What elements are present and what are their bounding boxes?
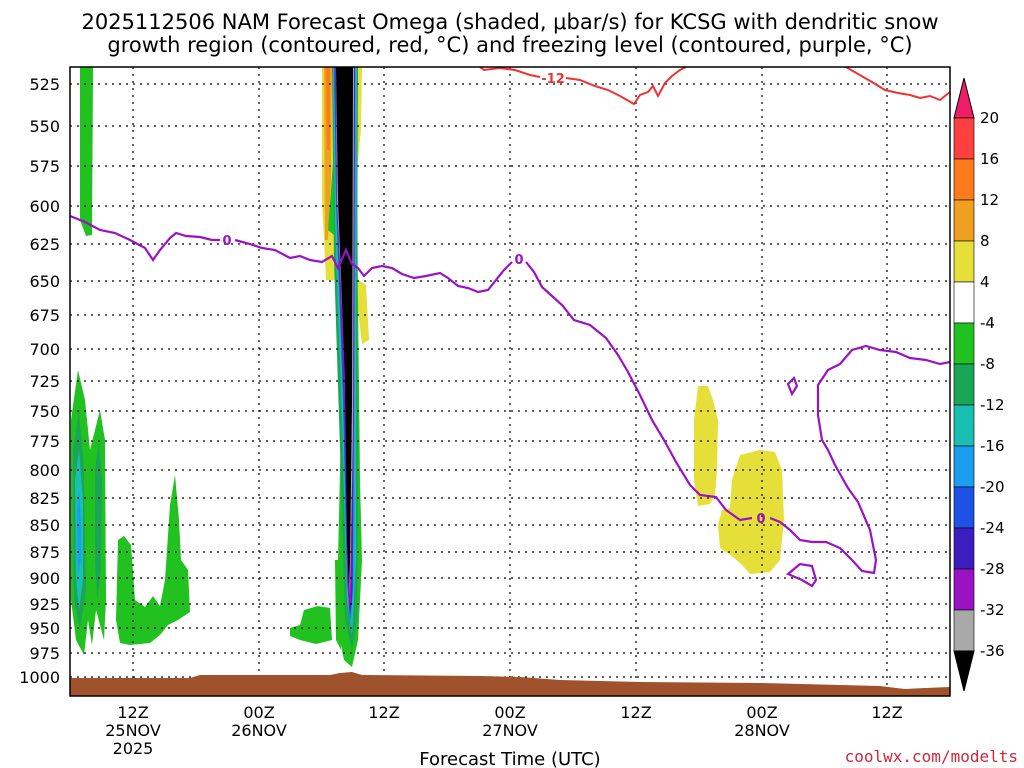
freezing-contour-label: 0 (514, 253, 523, 268)
x-tick-date: 27NOV (482, 721, 538, 740)
x-tick-label: 00Z (746, 703, 777, 722)
colorbar: 20 16 12 8 4 -4 -8 -12 -16 -20 -24 -28 -… (953, 77, 1005, 692)
omega-shading (71, 67, 784, 667)
y-tick-label: 975 (29, 644, 60, 663)
colorbar-segment (953, 199, 975, 242)
colorbar-label: -8 (980, 355, 995, 373)
terrain-fill (70, 672, 950, 696)
y-tick-label: 850 (29, 516, 60, 535)
freezing-level-contour (70, 214, 950, 575)
x-axis-title: Forecast Time (UTC) (419, 749, 600, 768)
colorbar-label: -20 (980, 478, 1005, 496)
y-axis-labels: 525 550 575 600 625 650 675 700 725 750 … (19, 75, 60, 687)
colorbar-segment (953, 158, 975, 201)
credit-link[interactable]: coolwx.com/modelts (845, 747, 1018, 766)
x-tick-label: 12Z (620, 703, 651, 722)
colorbar-segment (953, 404, 975, 447)
y-tick-label: 775 (29, 432, 60, 451)
x-tick-label: 00Z (494, 703, 525, 722)
x-axis-labels: 12Z 25NOV 2025 00Z 26NOV 12Z 00Z 27NOV 1… (105, 703, 902, 758)
y-tick-label: 550 (29, 117, 60, 136)
colorbar-segment (953, 609, 975, 652)
omega-region-yellow (718, 450, 784, 574)
colorbar-segment (953, 568, 975, 611)
colorbar-label: 20 (980, 109, 999, 127)
plot-area (70, 67, 950, 696)
y-tick-label: 650 (29, 272, 60, 291)
omega-region-teal (95, 440, 102, 600)
x-tick-label: 12Z (871, 703, 902, 722)
colorbar-label: -36 (980, 642, 1005, 660)
colorbar-label: -16 (980, 437, 1005, 455)
x-tick-date: 25NOV (105, 721, 161, 740)
y-tick-label: 700 (29, 340, 60, 359)
colorbar-label: 8 (980, 232, 990, 250)
omega-region-green (290, 606, 332, 644)
colorbar-top-arrow (953, 77, 975, 119)
colorbar-label: -12 (980, 396, 1005, 414)
x-tick-date: 28NOV (734, 721, 790, 740)
y-tick-label: 525 (29, 75, 60, 94)
colorbar-label: 12 (980, 191, 999, 209)
x-tick-label: 00Z (243, 703, 274, 722)
x-tick-label: 12Z (368, 703, 399, 722)
colorbar-segment (953, 322, 975, 365)
colorbar-segment (953, 445, 975, 488)
colorbar-label: 16 (980, 150, 999, 168)
omega-region-yellow (358, 280, 369, 344)
y-tick-label: 675 (29, 306, 60, 325)
colorbar-label: -32 (980, 601, 1005, 619)
colorbar-label: -24 (980, 519, 1005, 537)
y-tick-label: 1000 (19, 668, 60, 687)
x-tick-year: 2025 (113, 739, 154, 758)
freezing-contour-label: 0 (222, 234, 231, 249)
chart-title-line-1: 2025112506 NAM Forecast Omega (shaded, μ… (81, 10, 938, 34)
colorbar-label: -4 (980, 314, 995, 332)
freezing-contour-label: 0 (756, 512, 765, 527)
dendritic-contour-label: -12 (541, 72, 565, 87)
y-tick-label: 750 (29, 402, 60, 421)
colorbar-segment (953, 281, 975, 324)
y-tick-label: 575 (29, 157, 60, 176)
y-tick-label: 900 (29, 569, 60, 588)
y-tick-label: 950 (29, 619, 60, 638)
y-tick-label: 725 (29, 372, 60, 391)
omega-region-black (336, 67, 353, 590)
freezing-level-contour (785, 562, 818, 588)
colorbar-label: 4 (980, 273, 990, 291)
y-tick-label: 825 (29, 489, 60, 508)
y-tick-label: 600 (29, 197, 60, 216)
y-tick-label: 800 (29, 461, 60, 480)
y-tick-label: 625 (29, 235, 60, 254)
dendritic-growth-contour (479, 67, 950, 106)
colorbar-segment (953, 117, 975, 160)
freezing-level-contour (786, 376, 799, 397)
colorbar-label: -28 (980, 560, 1005, 578)
y-tick-label: 875 (29, 543, 60, 562)
omega-region-green (116, 475, 190, 645)
omega-region-yellow (694, 386, 718, 506)
y-tick-label: 925 (29, 595, 60, 614)
colorbar-segment (953, 240, 975, 283)
colorbar-segment (953, 363, 975, 406)
colorbar-segment (953, 486, 975, 529)
plot-frame (69, 66, 951, 697)
omega-region-orange (326, 67, 330, 150)
x-tick-date: 26NOV (231, 721, 287, 740)
omega-region-blue (77, 490, 81, 575)
omega-region-green (80, 67, 93, 236)
x-tick-label: 12Z (117, 703, 148, 722)
colorbar-bottom-arrow (953, 650, 975, 692)
chart-title-line-2: growth region (contoured, red, °C) and f… (107, 33, 912, 57)
colorbar-segment (953, 527, 975, 570)
